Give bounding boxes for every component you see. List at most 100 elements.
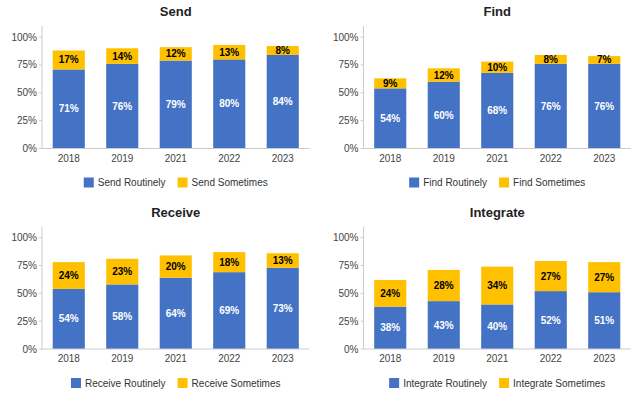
data-label: 80% [219,98,239,109]
title: Find [484,4,511,19]
y-tick [39,349,42,350]
data-label: 14% [112,51,132,62]
y-tick [361,265,364,266]
data-label: 8% [544,54,559,65]
x-tick-label: 2021 [486,153,509,164]
panel: Integrate38%43%40%52%51%24%28%34%27%27%0… [333,205,631,389]
y-tick [361,293,364,294]
y-tick-label: 0% [23,143,38,154]
x-tick-label: 2019 [111,153,134,164]
x-tick-label: 2022 [540,153,563,164]
data-label: 76% [112,101,132,112]
x-tick-label: 2018 [379,153,402,164]
legend-swatch [499,178,509,188]
data-label: 43% [434,320,454,331]
data-label: 13% [273,255,293,266]
bar-segment [53,262,85,289]
bar-segment [160,278,192,349]
data-labels: 54%60%68%76%76%9%12%10%8%7% [380,54,614,124]
data-label: 18% [219,257,239,268]
data-label: 76% [541,101,561,112]
bar-segment [428,68,460,81]
panel: Find54%60%68%76%76%9%12%10%8%7%0%25%50%7… [333,4,631,188]
bar-segment [53,289,85,349]
data-label: 38% [380,322,400,333]
data-label: 8% [276,45,291,56]
panel: Receive54%58%64%69%73%24%23%20%18%13%0%2… [11,205,309,389]
data-label: 40% [487,321,507,332]
y-axis-line [363,26,364,149]
bar-segment [106,284,138,349]
y-tick [361,321,364,322]
bar-segment [535,291,567,349]
legend-label: Integrate Routinely [403,378,487,389]
bar-segment [160,255,192,277]
legend-label: Find Routinely [423,177,487,188]
data-label: 13% [219,47,239,58]
bar-segment [160,47,192,60]
data-label: 54% [380,113,400,124]
y-tick [361,92,364,93]
y-tick-label: 75% [17,59,37,70]
bar-segment [588,292,620,349]
y-tick [39,37,42,38]
data-label: 12% [434,70,454,81]
bars [374,55,620,149]
x-tick-label: 2023 [593,153,616,164]
legend-swatch [71,378,81,388]
x-tick-label: 2019 [433,153,456,164]
bar-segment [53,51,85,70]
y-tick [39,92,42,93]
data-labels: 38%43%40%52%51%24%28%34%27%27% [380,271,614,334]
y-tick [39,64,42,65]
figure: Send71%76%79%80%84%17%14%12%13%8%0%25%50… [0,0,643,401]
bar-segment [481,73,513,149]
bar-segment [535,261,567,291]
y-tick [39,293,42,294]
y-tick-label: 100% [333,232,359,243]
legend-label: Receive Sometimes [192,378,281,389]
y-tick [361,64,364,65]
bar-segment [481,304,513,349]
y-tick [39,321,42,322]
data-label: 51% [594,315,614,326]
bar-segment [588,262,620,292]
legend-swatch [84,178,94,188]
data-label: 52% [541,315,561,326]
bar-segment [374,280,406,307]
x-tick-label: 2022 [218,153,241,164]
bar-segment [481,62,513,73]
data-labels: 71%76%79%80%84%17%14%12%13%8% [59,45,293,114]
panel: Send71%76%79%80%84%17%14%12%13%8%0%25%50… [11,4,309,188]
y-tick-label: 50% [338,288,358,299]
x-tick-label: 2023 [272,153,295,164]
y-tick [39,265,42,266]
bar-segment [267,55,299,149]
y-tick-label: 75% [338,260,358,271]
legend-label: Integrate Sometimes [513,378,605,389]
y-axis-line [42,227,43,350]
data-label: 9% [383,78,398,89]
data-label: 12% [166,48,186,59]
title: Receive [151,205,200,220]
x-tick-label: 2021 [165,353,188,364]
data-label: 64% [166,308,186,319]
bar-segment [267,253,299,267]
bar-segment [428,82,460,149]
legend: Find RoutinelyFind Sometimes [409,177,585,188]
legend-swatch [389,378,399,388]
y-tick [361,237,364,238]
bar-segment [106,48,138,64]
bar-segment [213,59,245,148]
y-tick-label: 75% [17,260,37,271]
data-labels: 54%58%64%69%73%24%23%20%18%13% [59,255,293,324]
data-label: 73% [273,303,293,314]
x-tick-label: 2019 [111,353,134,364]
x-tick-label: 2018 [379,353,402,364]
bar-segment [106,259,138,285]
legend-label: Send Sometimes [192,177,268,188]
data-label: 24% [59,270,79,281]
data-label: 69% [219,305,239,316]
data-label: 7% [597,54,612,65]
legend-swatch [178,178,188,188]
